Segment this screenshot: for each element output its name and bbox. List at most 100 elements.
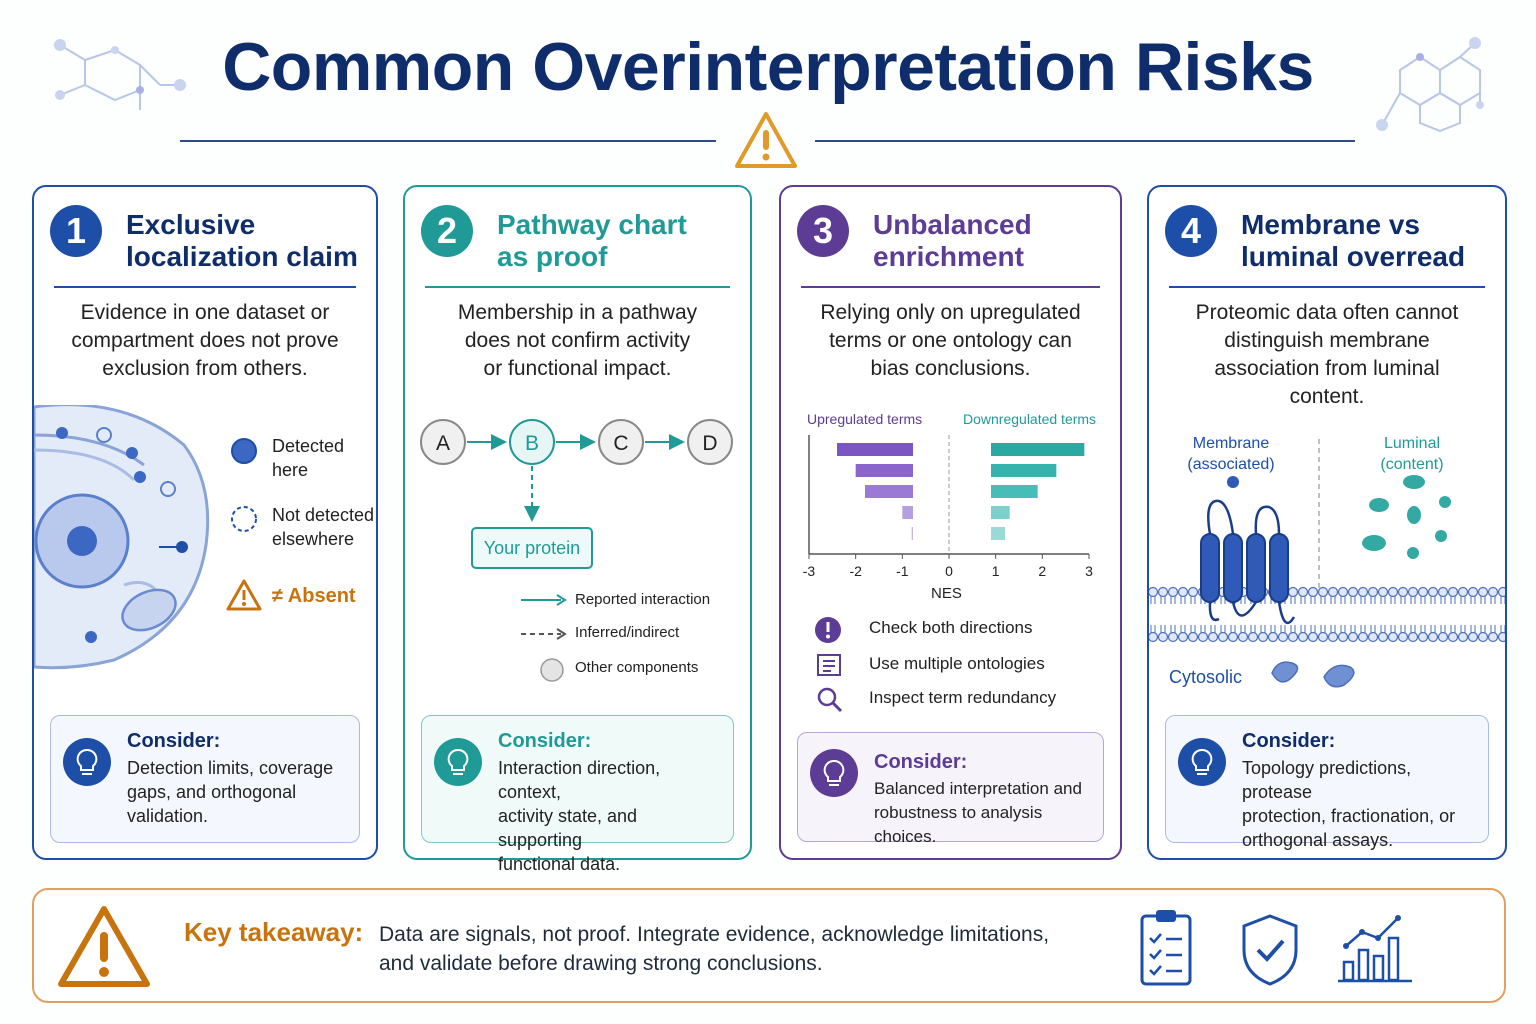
lipid-tail [1430, 596, 1436, 604]
title-rule-right [815, 140, 1355, 142]
desc-line: does not confirm activity [464, 329, 691, 352]
x-tick-label: 2 [1038, 563, 1046, 579]
lipid-tail [1400, 596, 1406, 604]
lipid-head [1477, 631, 1489, 643]
lipid-head [1187, 586, 1199, 598]
x-tick-label: -2 [849, 563, 862, 579]
consider-heading: Consider: [874, 751, 968, 773]
lipid-tail [1180, 625, 1186, 633]
consider-line: activity state, and supporting [498, 806, 638, 850]
desc-line: content. [1289, 385, 1365, 408]
desc-line: bias conclusions. [870, 357, 1031, 380]
bar-upregulated [911, 527, 913, 540]
lipid-head [1427, 586, 1439, 598]
label-line: (associated) [1187, 456, 1275, 473]
takeaway-heading: Key takeaway: [184, 917, 364, 947]
not-detected-dot-icon [231, 506, 257, 532]
card-title: Pathway chart as proof [497, 209, 747, 273]
lipid-tail [1320, 596, 1326, 604]
lipid-tail [1380, 596, 1386, 604]
card-number: 2 [421, 205, 473, 257]
legend-text: Detected [272, 436, 345, 456]
nes-bar-chart: -3 -2 -1 0 1 2 3 [803, 435, 1093, 579]
legend-inferred: Inferred/indirect [575, 624, 680, 641]
x-tick-label: 3 [1085, 563, 1093, 579]
lipid-head [1447, 631, 1459, 643]
up-terms-label: Upregulated terms [807, 411, 923, 427]
membrane-label: Membrane (associated) [1179, 433, 1283, 475]
lipid-tail [1330, 625, 1336, 633]
card-description: Membership in a pathway does not confirm… [419, 299, 736, 383]
consider-line: robustness to analysis choices. [874, 803, 1043, 846]
lipid-head [1187, 631, 1199, 643]
lipid-tail [1410, 625, 1416, 633]
desc-line: association from luminal [1214, 357, 1440, 380]
clipboard-checklist-icon [1140, 910, 1192, 986]
consider-line: gaps, and orthogonal [127, 782, 297, 802]
node-label: A [436, 432, 450, 455]
lipid-tail [1350, 596, 1356, 604]
card-unbalanced-enrichment: 3 Unbalanced enrichment Relying only on … [779, 185, 1122, 860]
lipid-head [1287, 631, 1299, 643]
lipid-head [1177, 586, 1189, 598]
lipid-head [1477, 586, 1489, 598]
bar-chart-growth-icon [1338, 915, 1412, 983]
cytosolic-proteins [1271, 661, 1355, 688]
molecule-decoration-right [1376, 37, 1484, 133]
lipid-head [1317, 631, 1329, 643]
bar-upregulated [837, 443, 913, 456]
legend-other: Other components [575, 659, 699, 676]
lipid-head [1177, 631, 1189, 643]
lipid-tail [1280, 625, 1286, 633]
card-description: Relying only on upregulated terms or one… [795, 299, 1106, 383]
lipid-tail [1180, 596, 1186, 604]
lipid-tail [1320, 625, 1326, 633]
lipid-tail [1390, 596, 1396, 604]
lipid-tail [1470, 596, 1476, 604]
lipid-head [1437, 631, 1449, 643]
consider-heading: Consider: [127, 730, 221, 752]
luminal-label: Luminal (content) [1367, 433, 1457, 475]
lipid-tail [1440, 625, 1446, 633]
lipid-head [1167, 586, 1179, 598]
lipid-head [1497, 631, 1505, 643]
lipid-head [1317, 586, 1329, 598]
lipid-head [1407, 586, 1419, 598]
x-tick-label: -3 [803, 563, 816, 579]
lipid-tail [1220, 625, 1226, 633]
lipid-tail [1300, 596, 1306, 604]
card-description: Evidence in one dataset or compartment d… [48, 299, 362, 383]
lipid-tail [1390, 625, 1396, 633]
lipid-tail [1300, 625, 1306, 633]
lipid-tail [1290, 596, 1296, 604]
consider-line: orthogonal assays. [1242, 830, 1394, 850]
card-title-line: enrichment [873, 241, 1024, 272]
lipid-head [1197, 631, 1209, 643]
lipid-tail [1500, 625, 1505, 633]
lipid-tail [1410, 596, 1416, 604]
inferred-line-icon [521, 628, 567, 640]
lipid-head [1467, 631, 1479, 643]
lipid-head [1267, 631, 1279, 643]
lipid-head [1307, 631, 1319, 643]
x-tick-label: 0 [945, 563, 953, 579]
lipid-head [1417, 631, 1429, 643]
bar-downregulated [991, 485, 1038, 498]
lipid-tail [1500, 596, 1505, 604]
membrane-illustration [1149, 439, 1505, 643]
lipid-tail [1460, 596, 1466, 604]
node-label: B [525, 432, 539, 455]
magnifier-icon [817, 687, 843, 713]
list-document-icon [817, 654, 841, 676]
lipid-head [1247, 631, 1259, 643]
bar-downregulated [991, 443, 1085, 456]
molecule-decoration-left [54, 39, 186, 110]
bar-downregulated [991, 527, 1005, 540]
lipid-tail [1340, 596, 1346, 604]
desc-line: compartment does not prove [71, 329, 339, 352]
reported-line-icon [521, 594, 567, 606]
consider-line: validation. [127, 806, 209, 826]
consider-heading: Consider: [1242, 730, 1336, 752]
lipid-head [1227, 631, 1239, 643]
lipid-tail [1260, 625, 1266, 633]
